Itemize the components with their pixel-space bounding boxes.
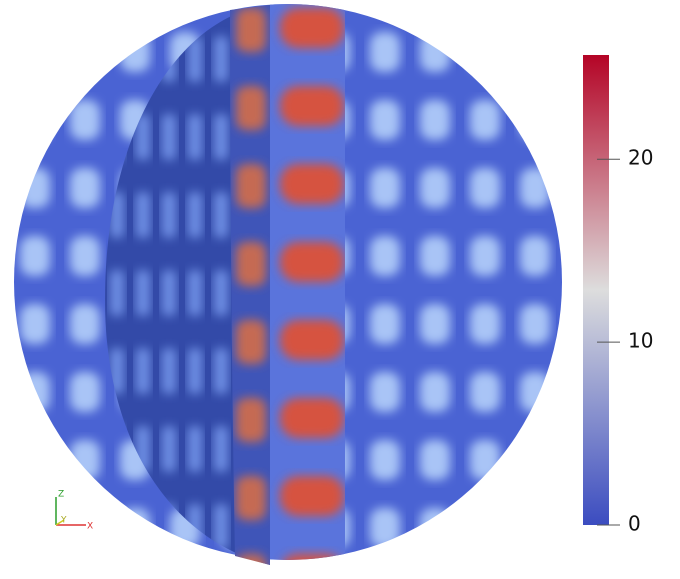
y-label: Y bbox=[60, 516, 67, 526]
cut-strip bbox=[230, 5, 270, 565]
cut-face bbox=[105, 5, 270, 565]
tick-label: 10 bbox=[628, 329, 653, 353]
x-label: X bbox=[87, 522, 93, 532]
axes-triad: Z Y X bbox=[55, 490, 93, 532]
tick-label: 20 bbox=[628, 146, 653, 170]
colorbar bbox=[583, 55, 609, 525]
tick-label: 0 bbox=[628, 512, 641, 536]
z-label: Z bbox=[58, 490, 64, 500]
y-axis bbox=[55, 519, 65, 526]
